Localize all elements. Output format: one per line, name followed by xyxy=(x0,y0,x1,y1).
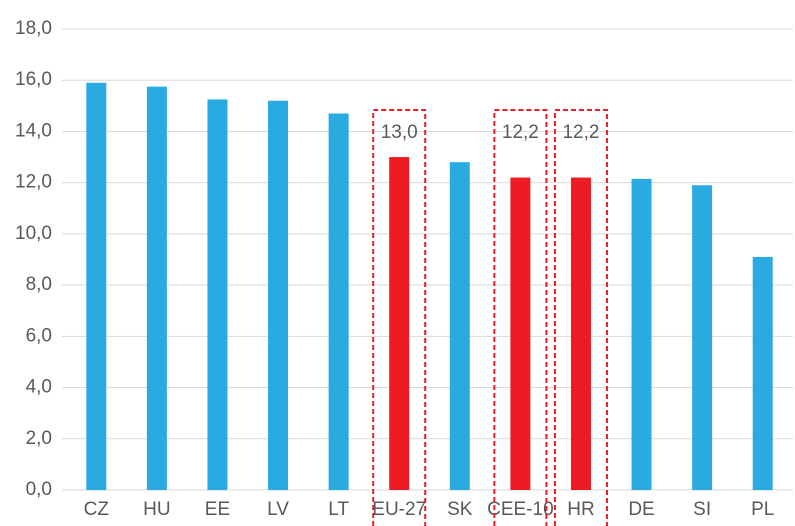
x-tick-label: CZ xyxy=(84,499,110,520)
bar xyxy=(631,178,652,490)
y-tick-label: 8,0 xyxy=(26,274,52,295)
x-tick-label: DE xyxy=(628,499,654,520)
bar xyxy=(692,185,713,490)
y-tick-label: 12,0 xyxy=(15,172,52,193)
y-tick-label: 0,0 xyxy=(26,479,52,500)
y-tick-label: 6,0 xyxy=(26,325,52,346)
x-tick-label: SK xyxy=(447,499,473,520)
highlight-box xyxy=(493,109,548,526)
x-tick-label: SI xyxy=(693,499,711,520)
x-tick-label: HU xyxy=(143,499,170,520)
x-tick-label: HR xyxy=(567,499,594,520)
bar xyxy=(449,162,470,490)
data-label: 13,0 xyxy=(381,122,418,143)
x-tick-label: LV xyxy=(267,499,289,520)
bar xyxy=(268,100,289,490)
y-tick-label: 10,0 xyxy=(15,223,52,244)
data-label: 12,2 xyxy=(562,122,599,143)
y-tick-label: 4,0 xyxy=(26,377,52,398)
bar xyxy=(389,157,410,491)
y-tick-label: 16,0 xyxy=(15,69,52,90)
x-tick-label: CEE-10 xyxy=(487,499,554,520)
bar xyxy=(207,99,228,491)
data-label: 12,2 xyxy=(502,122,539,143)
bar xyxy=(146,86,167,490)
x-tick-label: LT xyxy=(328,499,349,520)
x-tick-label: EE xyxy=(205,499,230,520)
bar xyxy=(570,177,591,491)
y-tick-label: 18,0 xyxy=(15,18,52,39)
x-tick-label: EU-27 xyxy=(372,499,426,520)
x-tick-label: PL xyxy=(751,499,774,520)
bar xyxy=(752,256,773,490)
bar xyxy=(86,82,107,491)
bar xyxy=(510,177,531,491)
bar xyxy=(328,113,349,491)
highlight-box xyxy=(553,109,608,526)
y-tick-label: 14,0 xyxy=(15,120,52,141)
highlight-box xyxy=(372,109,427,526)
y-tick-label: 2,0 xyxy=(26,428,52,449)
